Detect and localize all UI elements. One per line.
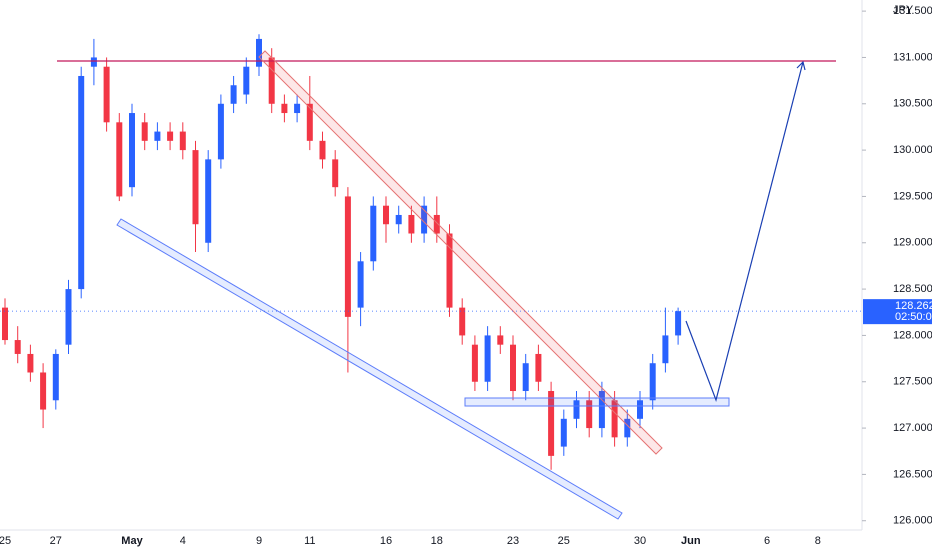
candle-body <box>179 131 186 151</box>
x-tick-label: 18 <box>431 535 443 547</box>
y-tick-label: 128.500 <box>893 283 932 295</box>
x-tick-label: 8 <box>815 535 821 547</box>
falling-trend-band <box>258 50 663 455</box>
candle-body <box>256 38 262 67</box>
candle-body <box>383 205 389 225</box>
candle-body <box>446 233 453 308</box>
candle-body <box>217 103 224 160</box>
candle-body <box>154 131 161 141</box>
candle-body <box>573 400 580 419</box>
candle-body <box>319 140 326 160</box>
y-tick-label: 130.500 <box>893 98 932 110</box>
candle-body <box>294 103 301 114</box>
countdown-label: 02:50:08 <box>895 311 932 323</box>
candle-body <box>649 363 656 401</box>
x-tick-label: 25 <box>0 535 11 547</box>
projection-arrow <box>685 61 804 402</box>
candle-body <box>471 344 478 382</box>
candle-body <box>675 311 682 336</box>
candle-body <box>65 289 72 345</box>
x-tick-label: 9 <box>256 535 262 547</box>
candle-body <box>116 122 123 197</box>
candle-body <box>78 75 85 290</box>
candle-body <box>598 391 605 429</box>
y-tick-label: 126.500 <box>893 468 932 480</box>
y-tick-label: 131.500 <box>893 5 932 17</box>
y-tick-label: 131.000 <box>893 51 932 63</box>
last-price-box <box>863 299 932 325</box>
candle-body <box>357 261 364 308</box>
x-tick-label: 4 <box>180 535 186 547</box>
candle-body <box>433 214 440 234</box>
currency-label: JPY <box>893 4 914 16</box>
candle-body <box>230 85 237 104</box>
x-tick-label: 23 <box>507 535 519 547</box>
demand-zone <box>464 397 730 407</box>
arrow-head <box>796 60 806 71</box>
x-tick-label: 27 <box>50 535 62 547</box>
x-tick-label: 25 <box>558 535 570 547</box>
candle-body <box>90 57 97 67</box>
candle-body <box>27 353 34 373</box>
x-tick-label: May <box>121 535 143 547</box>
x-tick-label: 30 <box>634 535 646 547</box>
x-tick-label: Jun <box>681 535 701 547</box>
candle-body <box>306 103 313 141</box>
y-tick-label: 128.000 <box>893 329 932 341</box>
candle-body <box>421 205 428 234</box>
candle-body <box>103 66 110 123</box>
candle-body <box>535 353 542 382</box>
candle-body <box>586 400 593 429</box>
candle-body <box>459 307 466 336</box>
candle-body <box>611 400 618 438</box>
candle-body <box>205 159 212 243</box>
candle-body <box>167 131 174 141</box>
support-band <box>116 218 623 520</box>
y-tick-label: 127.000 <box>893 422 932 434</box>
candle-body <box>662 335 669 364</box>
y-tick-label: 129.000 <box>893 237 932 249</box>
y-tick-label: 126.000 <box>893 515 932 527</box>
candle-body <box>52 353 59 401</box>
plot <box>2 34 682 470</box>
candle-body <box>497 335 504 345</box>
last-price-label: 128.262 <box>895 300 932 312</box>
candle-body <box>129 113 135 188</box>
candle-body <box>370 205 377 262</box>
candle-body <box>637 400 643 419</box>
candle-body <box>484 335 491 382</box>
y-tick-label: 130.000 <box>893 144 932 156</box>
candle-body <box>192 150 199 225</box>
candle-body <box>14 340 21 354</box>
candle-body <box>281 103 288 114</box>
candle-body <box>268 57 275 104</box>
candle-body <box>344 196 351 317</box>
x-tick-label: 6 <box>764 535 770 547</box>
x-tick-label: 11 <box>304 535 315 547</box>
y-tick-label: 127.500 <box>893 376 932 388</box>
candle-body <box>510 344 516 392</box>
candle-body <box>395 214 402 225</box>
y-tick-label: 129.500 <box>893 190 932 202</box>
candle-body <box>40 372 47 410</box>
candle-body <box>548 391 555 456</box>
candle-body <box>141 122 148 141</box>
candle-body <box>332 159 339 188</box>
x-tick-label: 16 <box>380 535 392 547</box>
candle-body <box>243 66 250 95</box>
candle-body <box>522 363 529 392</box>
candle-body <box>408 214 415 234</box>
candle-body <box>2 307 8 341</box>
candle-body <box>624 418 631 438</box>
candle-body <box>560 418 567 447</box>
